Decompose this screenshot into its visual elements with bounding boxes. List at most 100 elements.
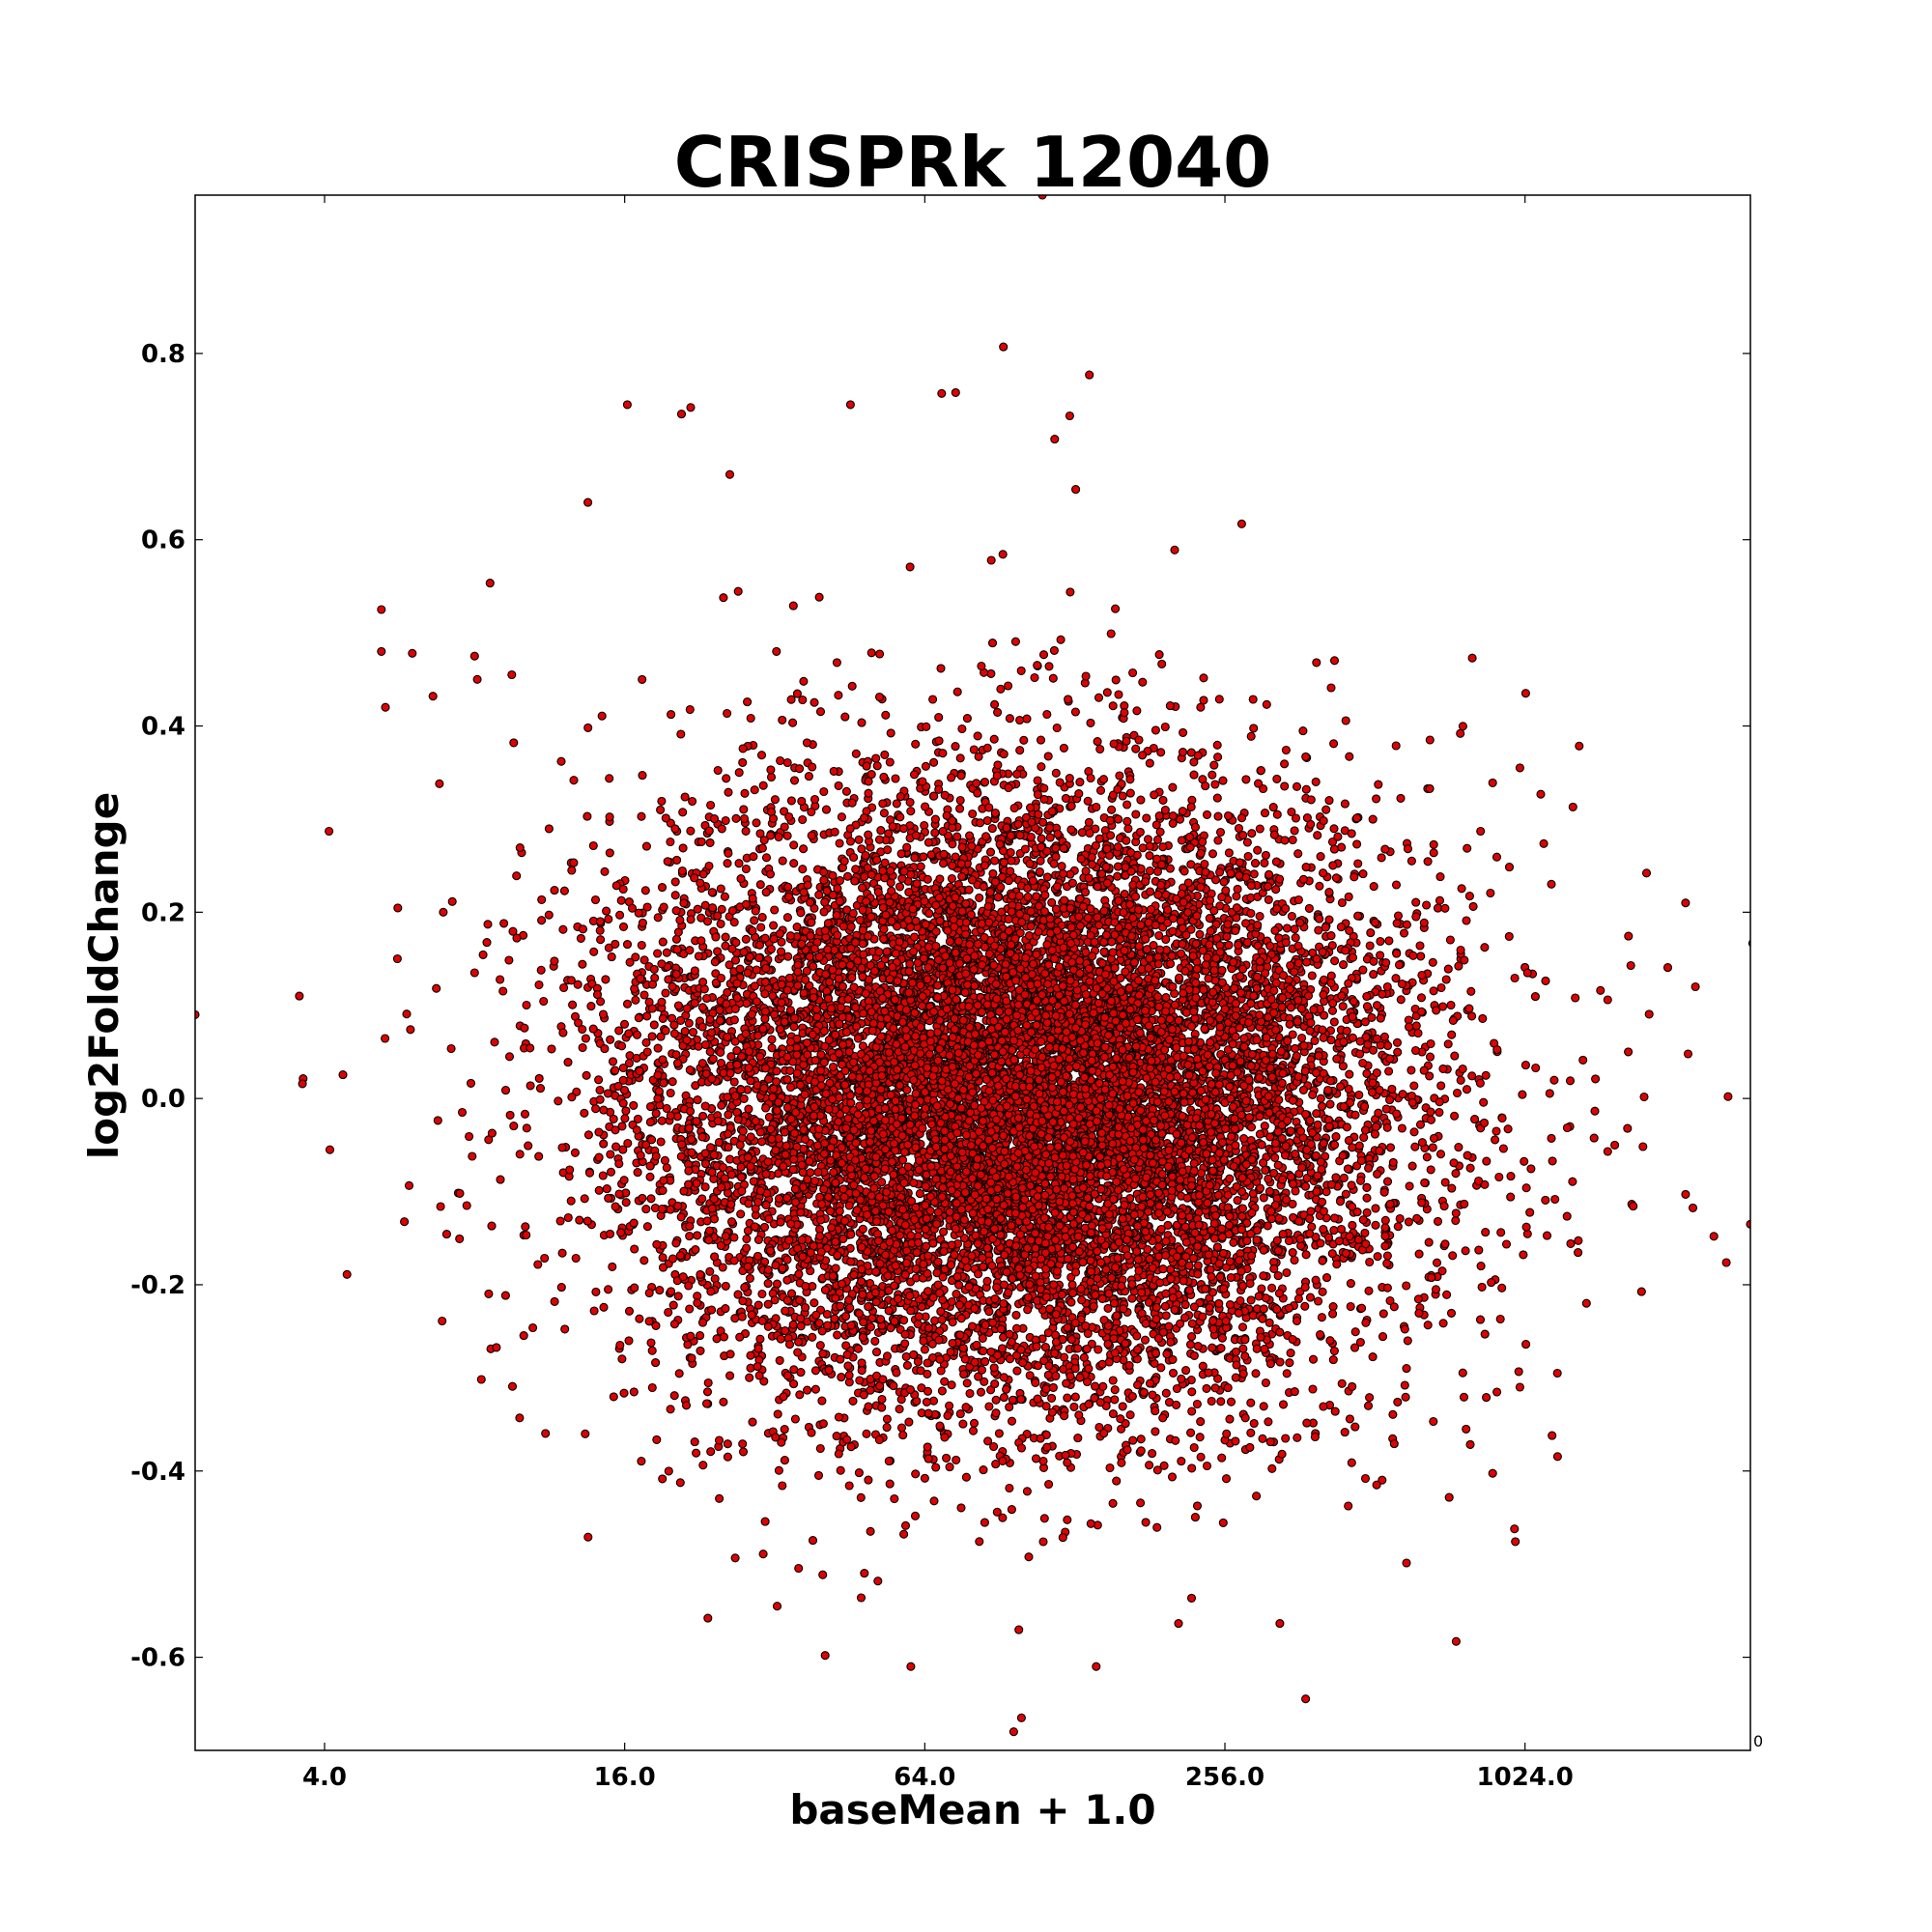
data-point	[578, 1042, 587, 1053]
data-point	[878, 867, 888, 876]
data-point	[717, 824, 726, 834]
data-point	[1480, 1329, 1490, 1339]
data-point	[570, 1148, 580, 1157]
data-point	[778, 856, 787, 866]
data-point	[678, 808, 688, 817]
data-point	[478, 950, 488, 959]
data-point	[611, 1125, 620, 1135]
data-point	[595, 1085, 605, 1095]
data-point	[1065, 587, 1075, 597]
data-point	[1264, 1417, 1273, 1427]
data-point	[976, 818, 985, 828]
data-point	[958, 1419, 968, 1429]
data-point	[1187, 1387, 1197, 1397]
data-point	[703, 1378, 713, 1388]
data-point	[752, 965, 761, 975]
data-point	[1662, 963, 1673, 973]
data-point	[866, 1526, 875, 1536]
data-point	[1445, 935, 1455, 945]
data-point	[1225, 1414, 1235, 1424]
data-point	[920, 1345, 929, 1354]
data-point	[1214, 695, 1224, 704]
data-point	[485, 579, 495, 588]
data-point	[1328, 1355, 1338, 1365]
data-point	[567, 866, 577, 875]
data-point	[1043, 752, 1053, 761]
data-point	[1433, 1216, 1443, 1226]
data-point	[1415, 1120, 1426, 1129]
data-point	[1208, 770, 1217, 780]
data-point	[621, 1106, 631, 1116]
data-point	[1152, 835, 1163, 844]
data-point	[734, 859, 744, 868]
data-point	[667, 710, 676, 720]
data-point	[1285, 1358, 1294, 1368]
data-point	[1174, 1619, 1183, 1629]
data-point	[1168, 818, 1178, 828]
data-point	[943, 1410, 952, 1421]
data-point	[557, 1143, 567, 1152]
data-point	[906, 807, 916, 816]
data-point	[505, 1110, 515, 1120]
data-point	[1202, 810, 1212, 819]
data-point	[759, 836, 769, 845]
data-point	[776, 755, 785, 766]
data-point	[982, 815, 992, 826]
data-point	[619, 1019, 630, 1029]
data-point	[550, 1296, 559, 1306]
data-point	[905, 562, 915, 572]
data-point	[1022, 714, 1032, 724]
data-point	[1282, 1267, 1292, 1278]
data-point	[554, 1096, 563, 1106]
data-point	[1451, 1215, 1461, 1226]
data-point	[1374, 1108, 1383, 1118]
data-point	[1108, 1409, 1118, 1419]
data-point	[601, 975, 611, 984]
data-point	[1389, 1302, 1399, 1312]
data-point	[818, 1570, 828, 1579]
data-point	[1127, 1391, 1137, 1402]
data-point	[1131, 810, 1141, 819]
data-point	[924, 909, 934, 919]
data-point	[1226, 1397, 1236, 1406]
data-point	[1261, 1378, 1270, 1388]
data-point	[1290, 826, 1299, 836]
data-point	[789, 776, 800, 785]
data-point	[1423, 1321, 1433, 1330]
data-point	[629, 1100, 639, 1110]
data-point	[1382, 1251, 1392, 1261]
data-point	[1218, 776, 1228, 785]
data-point	[1198, 1361, 1208, 1371]
data-point	[615, 1340, 625, 1350]
data-point	[537, 895, 547, 904]
data-point	[697, 1194, 707, 1204]
data-point	[635, 1314, 644, 1323]
data-point	[818, 1349, 828, 1358]
data-point	[1458, 722, 1467, 731]
data-point	[1202, 1383, 1211, 1393]
chart-title: CRISPRk 12040	[674, 122, 1272, 203]
data-point	[968, 809, 978, 819]
data-point	[619, 1388, 629, 1398]
data-point	[1412, 1213, 1422, 1223]
data-point	[1305, 1293, 1316, 1302]
data-point	[975, 893, 984, 902]
data-point	[1302, 1418, 1312, 1428]
data-point	[645, 1102, 656, 1112]
data-point	[1395, 1213, 1405, 1224]
data-point	[1510, 973, 1520, 983]
data-point	[677, 866, 687, 876]
data-point	[623, 1138, 633, 1149]
data-point	[1492, 1126, 1501, 1136]
data-point	[1044, 1479, 1054, 1490]
data-point	[920, 1473, 929, 1483]
data-point	[583, 723, 593, 732]
data-point	[617, 1041, 627, 1051]
data-point	[734, 768, 744, 778]
data-point	[1102, 688, 1112, 697]
data-point	[1233, 1196, 1242, 1206]
data-point	[342, 1269, 352, 1279]
data-point	[1181, 1366, 1191, 1376]
data-point	[755, 829, 765, 838]
data-point	[1148, 1449, 1157, 1459]
